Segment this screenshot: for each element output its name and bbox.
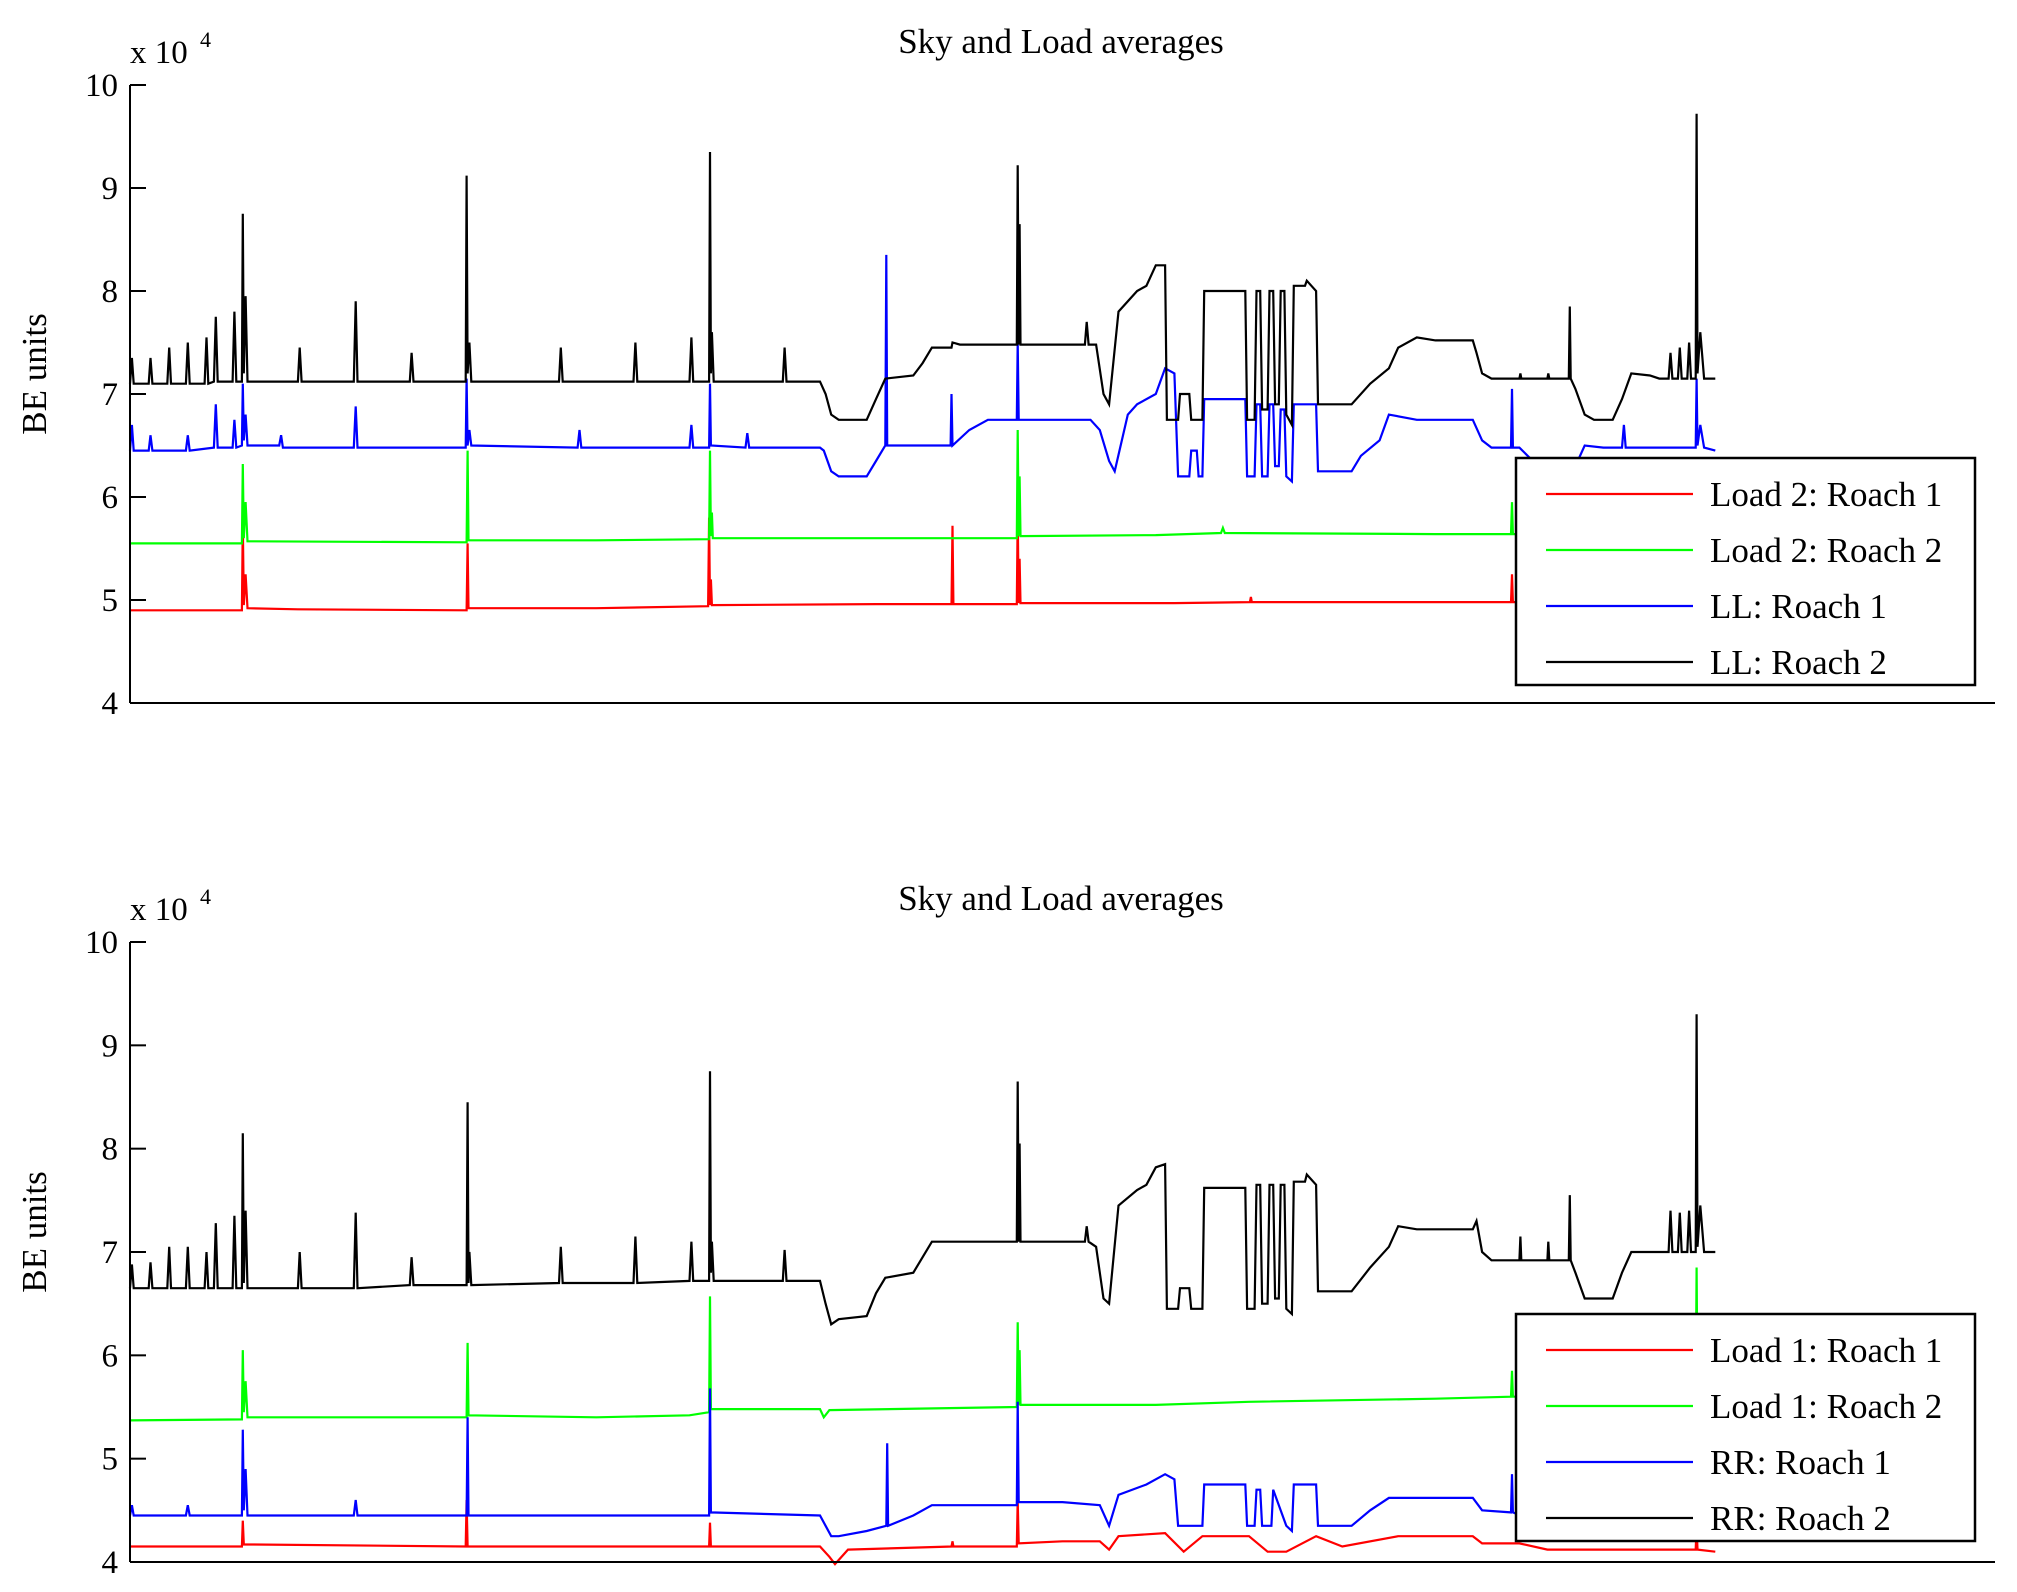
chart-panel-bottom: 4 5 6 7 8 9 10 x 10 4 Sky and Load averages BE uni… [15, 879, 1995, 1581]
y-tick-label: 5 [102, 1442, 119, 1478]
series-line-3 [128, 1388, 1716, 1538]
y-tick-label: 6 [102, 480, 119, 516]
chart-panel-top: 4 5 6 7 8 9 10 x 10 4 Sky and Load averages BE uni… [15, 22, 1995, 722]
y-axis-label: BE units [15, 1171, 54, 1293]
series-line-2 [129, 1267, 1716, 1422]
y-tick-label: 8 [102, 274, 119, 310]
legend-label: Load 1: Roach 2 [1710, 1387, 1942, 1426]
series-line-1 [130, 1499, 1716, 1566]
y-multiplier: x 10 [130, 892, 188, 928]
y-tick-label: 5 [102, 583, 119, 619]
y-tick-label: 6 [102, 1338, 119, 1374]
y-axis-label: BE units [15, 313, 54, 435]
y-multiplier-exponent: 4 [200, 27, 211, 52]
legend-box [1514, 1312, 1977, 1543]
y-tick-label: 4 [102, 686, 119, 722]
legend-label: Load 1: Roach 1 [1710, 1331, 1942, 1370]
legend: Load 2: Roach 1 Load 2: Roach 2 LL: Roach … [1514, 456, 1977, 687]
series-line-4 [128, 1014, 1716, 1327]
y-tick-label: 7 [102, 1235, 119, 1271]
legend-label: Load 2: Roach 2 [1710, 531, 1942, 570]
y-tick-label: 8 [102, 1132, 119, 1168]
y-tick-label: 10 [85, 68, 118, 104]
legend-box [1514, 456, 1977, 687]
legend-label: RR: Roach 1 [1710, 1443, 1891, 1482]
y-tick-label: 7 [102, 377, 119, 413]
legend-label: RR: Roach 2 [1710, 1499, 1891, 1538]
legend-label: LL: Roach 1 [1710, 587, 1887, 626]
series-line-3 [128, 254, 1716, 484]
y-multiplier-exponent: 4 [200, 884, 211, 909]
y-tick-label: 9 [102, 171, 119, 207]
y-tick-label: 4 [102, 1545, 119, 1581]
y-multiplier: x 10 [130, 35, 188, 71]
chart-title: Sky and Load averages [898, 22, 1224, 61]
series-line-2 [130, 429, 1772, 545]
legend: Load 1: Roach 1 Load 1: Roach 2 RR: Roach … [1514, 1312, 1977, 1543]
y-tick-label: 10 [85, 925, 118, 961]
series-line-4 [128, 113, 1716, 430]
legend-label: LL: Roach 2 [1710, 643, 1887, 682]
legend-label: Load 2: Roach 1 [1710, 475, 1942, 514]
y-tick-label: 9 [102, 1028, 119, 1064]
series-line-1 [130, 515, 1772, 612]
chart-title: Sky and Load averages [898, 879, 1224, 918]
